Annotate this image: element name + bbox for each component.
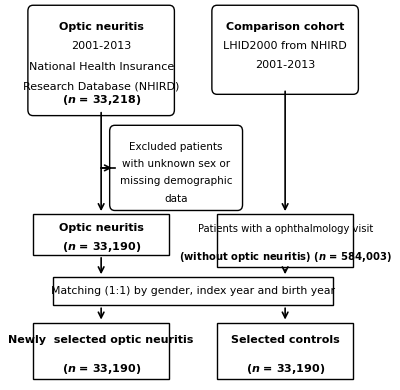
Text: data: data xyxy=(164,194,188,204)
Text: Research Database (NHIRD): Research Database (NHIRD) xyxy=(23,82,179,92)
Text: 2001-2013: 2001-2013 xyxy=(71,41,131,51)
FancyBboxPatch shape xyxy=(28,5,174,115)
FancyBboxPatch shape xyxy=(54,277,333,305)
Text: ($\bfit{n}$ = 33,190): ($\bfit{n}$ = 33,190) xyxy=(246,362,325,376)
Text: Optic neuritis: Optic neuritis xyxy=(59,21,144,32)
FancyBboxPatch shape xyxy=(212,5,358,94)
Text: ($\bfit{n}$ = 33,190): ($\bfit{n}$ = 33,190) xyxy=(62,239,141,254)
FancyBboxPatch shape xyxy=(33,215,169,255)
Text: Comparison cohort: Comparison cohort xyxy=(226,21,344,32)
Text: 2001-2013: 2001-2013 xyxy=(255,60,315,70)
Text: ($\bfit{n}$ = 33,190): ($\bfit{n}$ = 33,190) xyxy=(62,362,141,376)
FancyBboxPatch shape xyxy=(217,323,353,379)
Text: (without optic neuritis) ($\bfit{n}$ = 584,003): (without optic neuritis) ($\bfit{n}$ = 5… xyxy=(179,250,392,264)
Text: National Health Insurance: National Health Insurance xyxy=(28,62,174,72)
Text: Patients with a ophthalmology visit: Patients with a ophthalmology visit xyxy=(198,224,373,234)
Text: missing demographic: missing demographic xyxy=(120,176,232,186)
Text: Selected controls: Selected controls xyxy=(231,335,340,345)
Text: with unknown sex or: with unknown sex or xyxy=(122,159,230,169)
FancyBboxPatch shape xyxy=(217,215,353,267)
FancyBboxPatch shape xyxy=(33,323,169,379)
Text: LHID2000 from NHIRD: LHID2000 from NHIRD xyxy=(223,41,347,51)
Text: Optic neuritis: Optic neuritis xyxy=(59,223,144,233)
Text: ($\bfit{n}$ = 33,218): ($\bfit{n}$ = 33,218) xyxy=(62,93,141,107)
Text: Excluded patients: Excluded patients xyxy=(129,142,223,152)
FancyBboxPatch shape xyxy=(110,125,242,211)
Text: Newly  selected optic neuritis: Newly selected optic neuritis xyxy=(8,335,194,345)
Text: Matching (1:1) by gender, index year and birth year: Matching (1:1) by gender, index year and… xyxy=(51,286,335,296)
